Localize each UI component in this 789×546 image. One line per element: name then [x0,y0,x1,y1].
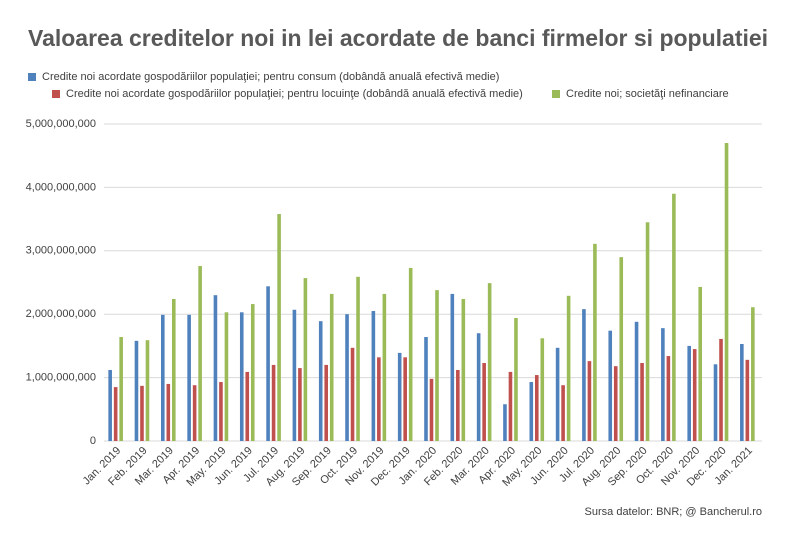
bar [198,266,202,441]
legend-swatch [28,73,36,81]
bar [408,267,413,441]
bar [424,337,428,441]
bar [250,304,255,441]
legend-swatch [552,90,560,98]
bar [514,318,518,441]
bar [292,309,297,441]
bar [382,293,387,441]
bar [661,328,665,441]
bar [698,286,702,441]
bar [529,382,534,441]
bar [534,375,539,441]
bar [172,298,176,441]
bar [134,340,139,441]
y-tick-label: 1,000,000,000 [26,372,96,384]
bar [145,340,150,441]
bar [640,363,644,441]
bar [429,378,434,441]
bar [371,311,376,441]
bar [108,369,112,441]
bar [345,314,349,441]
bar [318,321,323,441]
bar [461,298,466,441]
bar [619,257,624,441]
bar [140,385,144,441]
bar [192,385,197,441]
bar [324,364,329,441]
bar [503,404,507,441]
bar [634,321,639,441]
y-tick-label: 4,000,000,000 [26,181,96,193]
y-tick-label: 0 [90,435,96,447]
bar [476,333,481,441]
bar [508,371,513,441]
bar [245,371,250,441]
bar [582,309,586,441]
bar [166,383,171,441]
bar [271,364,276,441]
bar [487,283,492,441]
bar [277,214,281,441]
bar [672,193,676,441]
source-note: Sursa datelor: BNR; @ Bancherul.ro [585,506,762,518]
bar [329,293,334,441]
bar [298,368,302,441]
bar [377,357,381,441]
legend-label: Credite noi; societăţi nefinanciare [566,88,729,100]
bar [456,369,460,441]
bar [119,337,123,441]
chart-title: Valoarea creditelor noi in lei acordate … [28,25,768,51]
bar [450,293,455,441]
bar [403,357,407,441]
y-tick-label: 2,000,000,000 [26,308,96,320]
bar [350,347,355,441]
bar [224,312,229,441]
bar [113,387,118,441]
bar [356,276,360,441]
bar [482,363,486,441]
bar [397,352,402,441]
bar [740,343,744,441]
bar [219,382,223,441]
bar [713,364,718,441]
bar [540,338,545,441]
bar [692,349,697,441]
bar [724,143,729,441]
y-tick-label: 5,000,000,000 [26,118,96,130]
bar [587,361,592,441]
bar [303,278,308,441]
bar [561,385,565,441]
bar [187,314,191,441]
bar [608,330,613,441]
bar [566,295,571,441]
legend-swatch [52,90,60,98]
y-tick-label: 3,000,000,000 [26,245,96,257]
legend-label: Credite noi acordate gospodăriilor popul… [42,71,499,83]
bar [613,366,618,441]
bar [687,345,691,441]
bar [666,356,671,441]
bar [555,347,560,441]
bar [161,314,165,441]
bar [719,338,723,441]
bar [593,243,597,441]
bar [266,286,270,441]
bar [239,312,244,441]
bar [751,307,755,441]
bar [213,295,218,441]
bar [645,222,650,441]
bar [435,290,439,441]
legend-label: Credite noi acordate gospodăriilor popul… [66,88,523,100]
bar [745,359,750,441]
